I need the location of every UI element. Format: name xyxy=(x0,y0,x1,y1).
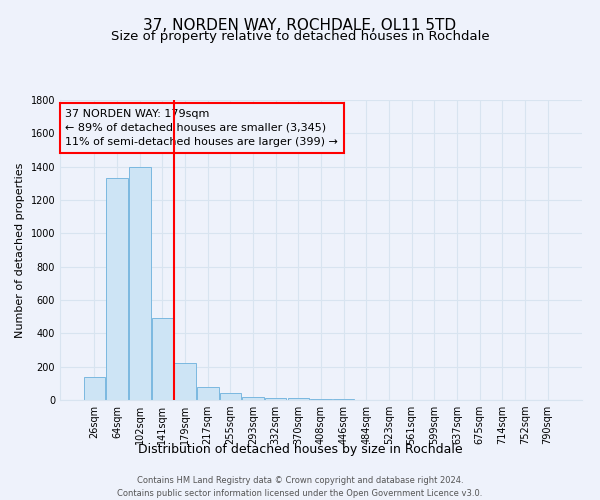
Text: 37 NORDEN WAY: 179sqm
← 89% of detached houses are smaller (3,345)
11% of semi-d: 37 NORDEN WAY: 179sqm ← 89% of detached … xyxy=(65,109,338,147)
Bar xyxy=(129,166,151,400)
Y-axis label: Number of detached properties: Number of detached properties xyxy=(15,162,25,338)
Bar xyxy=(333,399,355,400)
Bar xyxy=(175,362,196,400)
Bar xyxy=(84,376,105,400)
Bar xyxy=(242,396,264,400)
Bar xyxy=(197,386,218,400)
Text: 37, NORDEN WAY, ROCHDALE, OL11 5TD: 37, NORDEN WAY, ROCHDALE, OL11 5TD xyxy=(143,18,457,32)
Text: Contains HM Land Registry data © Crown copyright and database right 2024.: Contains HM Land Registry data © Crown c… xyxy=(137,476,463,485)
Bar xyxy=(106,178,128,400)
Text: Distribution of detached houses by size in Rochdale: Distribution of detached houses by size … xyxy=(137,442,463,456)
Text: Size of property relative to detached houses in Rochdale: Size of property relative to detached ho… xyxy=(110,30,490,43)
Bar xyxy=(310,399,332,400)
Text: Contains public sector information licensed under the Open Government Licence v3: Contains public sector information licen… xyxy=(118,489,482,498)
Bar xyxy=(220,394,241,400)
Bar xyxy=(152,318,173,400)
Bar xyxy=(265,398,286,400)
Bar xyxy=(287,398,309,400)
